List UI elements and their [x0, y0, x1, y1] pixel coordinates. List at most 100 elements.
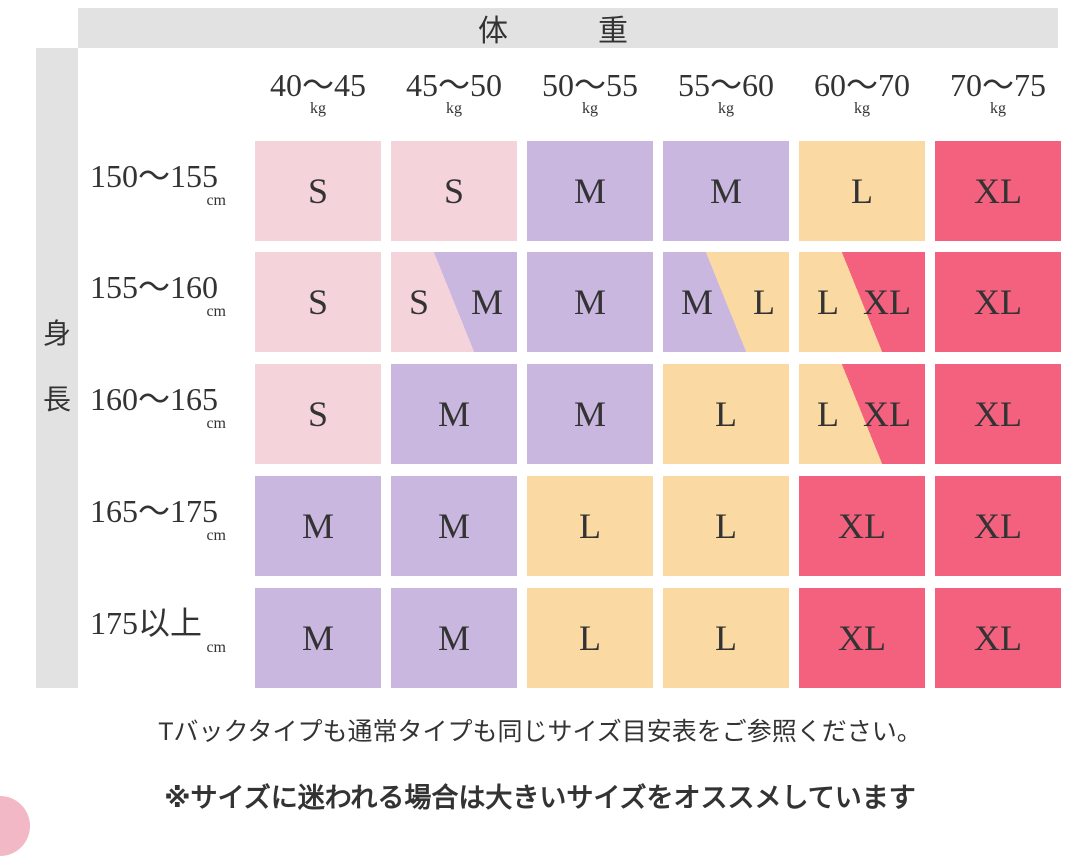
height-header: 身 長 — [36, 48, 78, 688]
weight-unit: kg — [718, 100, 734, 117]
size-cell: M — [255, 476, 381, 576]
size-label: M — [437, 618, 470, 658]
size-cell: XL — [935, 141, 1061, 241]
size-label-secondary: L — [753, 282, 775, 322]
height-range: 150〜155 — [90, 158, 219, 194]
size-label: S — [307, 282, 329, 322]
weight-range: 40〜45 — [269, 67, 366, 103]
weight-unit: kg — [582, 100, 598, 117]
size-label: M — [573, 394, 606, 434]
height-range: 155〜160 — [90, 269, 219, 305]
size-label: L — [851, 171, 873, 211]
size-cell: L — [527, 588, 653, 688]
height-range: 160〜165 — [90, 381, 219, 417]
size-cell: M — [663, 141, 789, 241]
size-cell: M — [391, 476, 517, 576]
weight-column-header: 55〜60 kg — [661, 67, 791, 117]
size-cell: M — [391, 364, 517, 464]
size-cell: XL — [935, 364, 1061, 464]
size-cell: M — [255, 588, 381, 688]
size-label: L — [579, 506, 601, 546]
weight-column-header: 45〜50 kg — [389, 67, 519, 117]
size-label: S — [307, 394, 329, 434]
size-cell: L — [663, 588, 789, 688]
size-label: S — [307, 171, 329, 211]
size-cell: XL — [799, 476, 925, 576]
weight-unit: kg — [854, 100, 870, 117]
note-tback: Tバックタイプも通常タイプも同じサイズ目安表をご参照ください。 — [158, 718, 922, 746]
note-recommend: ※サイズに迷われる場合は大きいサイズをオススメしています — [164, 783, 916, 813]
size-label: XL — [974, 394, 1022, 434]
size-label: XL — [838, 506, 886, 546]
size-label: M — [437, 506, 470, 546]
size-label-secondary: M — [470, 282, 503, 322]
size-cell: L XL — [799, 364, 925, 464]
size-cell: L — [663, 476, 789, 576]
size-label: XL — [974, 282, 1022, 322]
size-cell: L — [663, 364, 789, 464]
size-cell: L — [799, 141, 925, 241]
size-cell: S — [255, 252, 381, 352]
height-unit: cm — [206, 192, 226, 209]
size-label: M — [301, 506, 334, 546]
size-label: L — [715, 618, 737, 658]
height-row-header: 160〜165 cm — [90, 382, 240, 432]
height-unit: cm — [206, 415, 226, 432]
height-header-char-2: 長 — [42, 385, 71, 416]
weight-range: 70〜75 — [949, 67, 1046, 103]
height-row-header: 175以上 cm — [90, 606, 240, 656]
height-header-char-1: 身 — [42, 319, 71, 350]
height-row-header: 165〜175 cm — [90, 494, 240, 544]
size-label: L — [715, 394, 737, 434]
size-cell: XL — [935, 476, 1061, 576]
weight-range: 55〜60 — [677, 67, 774, 103]
weight-header: 体 重 — [78, 8, 1058, 48]
size-label: XL — [974, 171, 1022, 211]
size-label-primary: L — [817, 282, 839, 322]
size-cell: M — [527, 364, 653, 464]
weight-column-header: 40〜45 kg — [253, 67, 383, 117]
size-label: M — [573, 282, 606, 322]
size-cell: M — [527, 141, 653, 241]
height-unit: cm — [206, 639, 226, 656]
size-label: S — [443, 171, 465, 211]
size-label-primary: L — [817, 394, 839, 434]
height-row-header: 155〜160 cm — [90, 270, 240, 320]
weight-unit: kg — [990, 100, 1006, 117]
height-row-header: 150〜155 cm — [90, 159, 240, 209]
size-cell: S — [255, 141, 381, 241]
size-cell: L XL — [799, 252, 925, 352]
weight-unit: kg — [310, 100, 326, 117]
size-label-secondary: XL — [863, 282, 911, 322]
weight-range: 50〜55 — [541, 67, 638, 103]
size-cell: XL — [935, 588, 1061, 688]
height-range: 165〜175 — [90, 493, 219, 529]
height-unit: cm — [206, 527, 226, 544]
size-cell: XL — [799, 588, 925, 688]
height-unit: cm — [206, 303, 226, 320]
size-label: XL — [974, 506, 1022, 546]
weight-unit: kg — [446, 100, 462, 117]
height-range: 175以上 — [90, 605, 203, 641]
weight-column-header: 70〜75 kg — [933, 67, 1063, 117]
size-label: M — [437, 394, 470, 434]
size-cell: XL — [935, 252, 1061, 352]
size-label: L — [579, 618, 601, 658]
size-cell: M — [527, 252, 653, 352]
weight-column-header: 60〜70 kg — [797, 67, 927, 117]
size-label-primary: S — [409, 282, 430, 322]
size-label: M — [573, 171, 606, 211]
size-label: M — [709, 171, 742, 211]
size-label: XL — [838, 618, 886, 658]
size-label: L — [715, 506, 737, 546]
size-label: XL — [974, 618, 1022, 658]
size-cell: S — [391, 141, 517, 241]
weight-range: 60〜70 — [813, 67, 910, 103]
size-label: M — [301, 618, 334, 658]
weight-range: 45〜50 — [405, 67, 502, 103]
size-cell: M — [391, 588, 517, 688]
size-cell: S — [255, 364, 381, 464]
weight-column-header: 50〜55 kg — [525, 67, 655, 117]
